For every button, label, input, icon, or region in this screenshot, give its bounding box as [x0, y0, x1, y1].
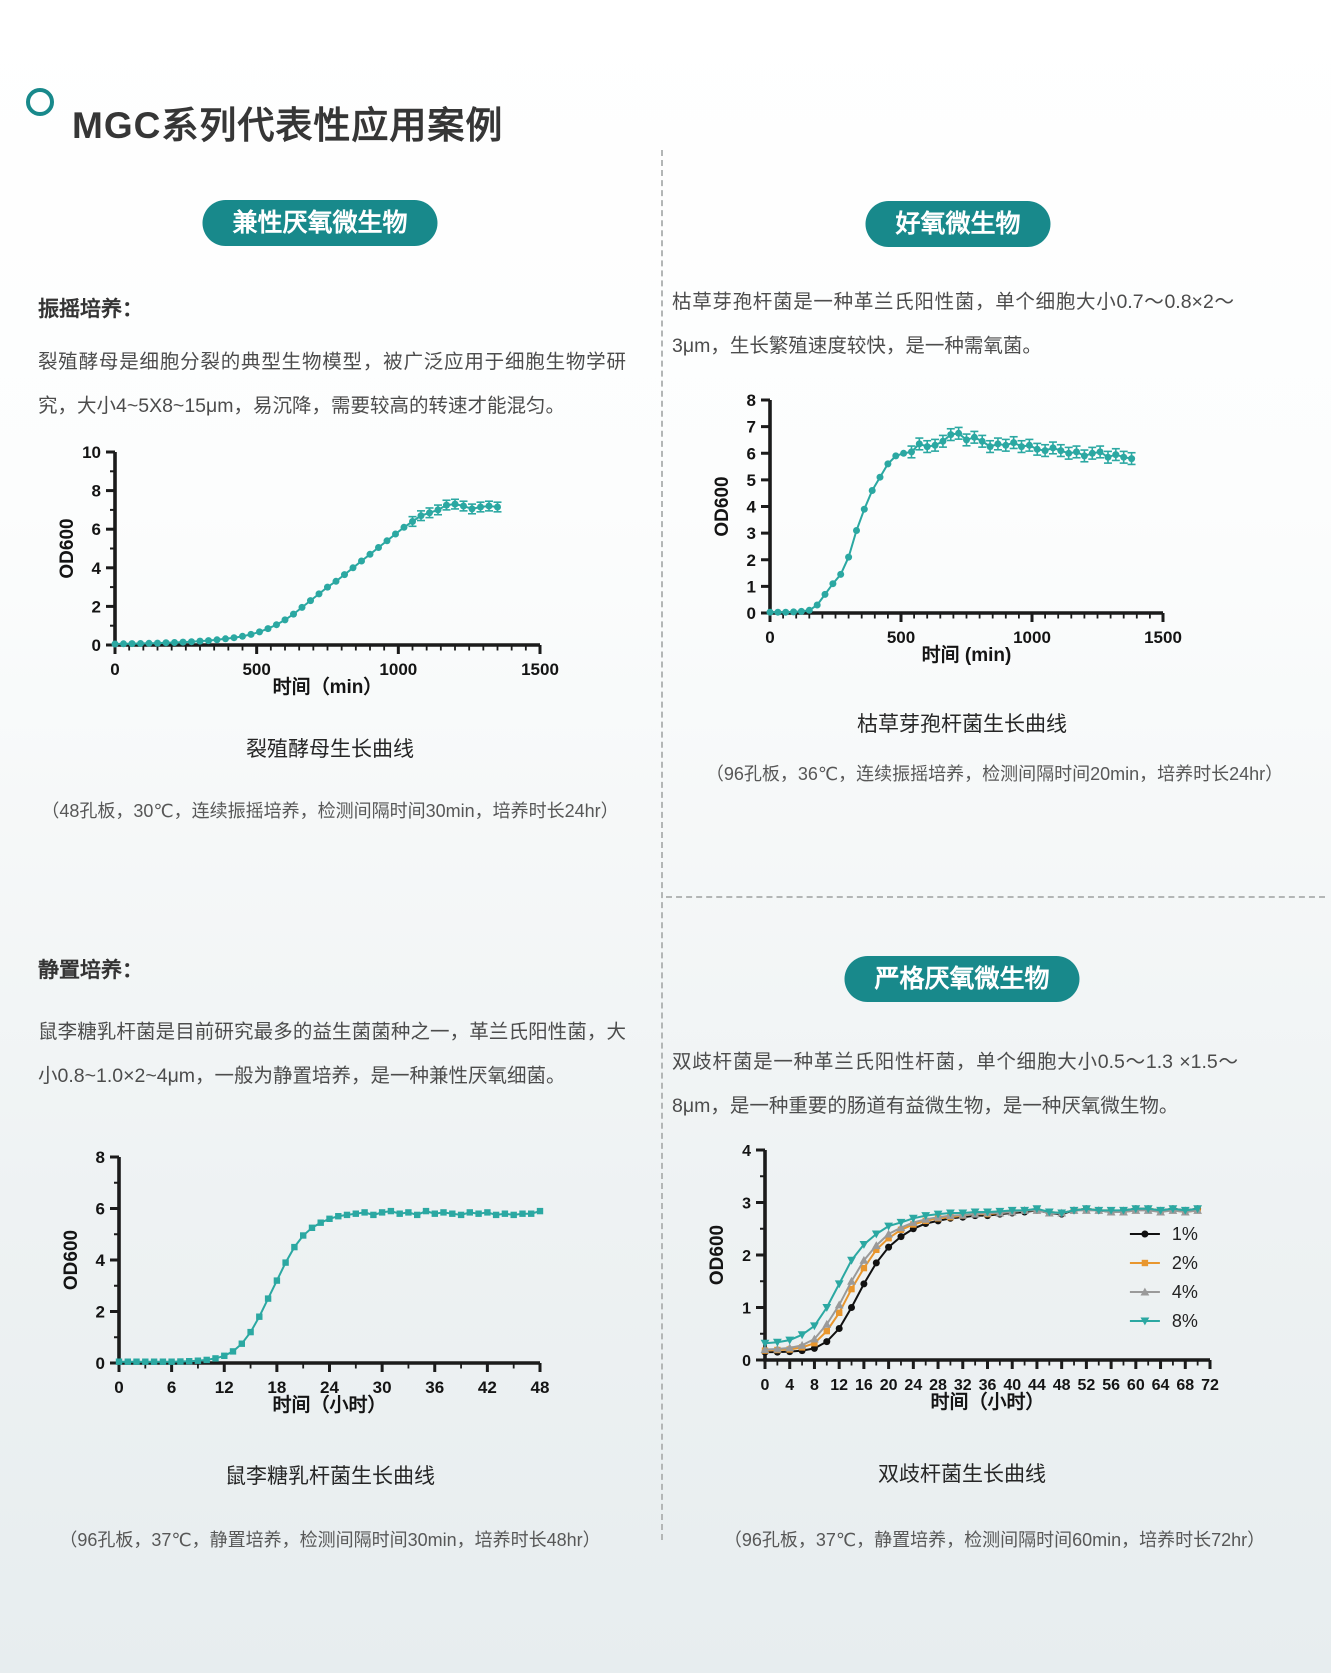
svg-text:7: 7 [747, 418, 756, 437]
svg-text:48: 48 [531, 1378, 550, 1397]
svg-text:8: 8 [96, 1148, 105, 1167]
svg-text:72: 72 [1201, 1377, 1219, 1394]
svg-text:68: 68 [1176, 1377, 1194, 1394]
svg-text:6: 6 [96, 1200, 105, 1219]
note-bifidobacterium: （96孔板，37℃，静置培养，检测间隔时间60min，培养时长72hr） [723, 1530, 1266, 1550]
svg-text:4: 4 [742, 1143, 751, 1160]
badge-strict-anaerobes: 严格厌氧微生物 [844, 956, 1080, 1002]
fission-yeast-growth-chart: 0 2 4 6 8 10 0 500 1000 1500 时间（min） OD600 [57, 443, 559, 698]
svg-text:0: 0 [742, 1353, 751, 1370]
svg-text:OD600: OD600 [707, 1225, 728, 1285]
svg-text:60: 60 [1127, 1377, 1145, 1394]
svg-text:6: 6 [167, 1378, 176, 1397]
page-title: MGC系列代表性应用案例 [72, 104, 504, 146]
svg-text:24: 24 [320, 1378, 339, 1397]
caption-bacillus-subtilis: 枯草芽孢杆菌生长曲线 [857, 713, 1067, 736]
svg-text:1%: 1% [1172, 1224, 1198, 1244]
svg-text:52: 52 [1077, 1377, 1095, 1394]
bacillus-subtilis-growth-chart: 0 1 2 3 4 5 6 7 8 0 500 1000 1500 时间 (min) OD600 [712, 391, 1182, 666]
svg-text:16: 16 [855, 1377, 873, 1394]
svg-text:8%: 8% [1172, 1311, 1198, 1331]
svg-text:12: 12 [830, 1377, 848, 1394]
svg-text:0: 0 [114, 1378, 123, 1397]
heading-shaking-culture: 振摇培养： [38, 298, 143, 321]
svg-text:0: 0 [110, 660, 119, 679]
caption-fission-yeast: 裂殖酵母生长曲线 [246, 738, 414, 761]
svg-text:2: 2 [747, 551, 756, 570]
svg-text:1: 1 [747, 577, 756, 596]
svg-text:0: 0 [765, 628, 774, 647]
svg-text:6: 6 [92, 520, 101, 539]
horizontal-dashed-divider [666, 896, 1325, 898]
caption-lactobacillus: 鼠李糖乳杆菌生长曲线 [225, 1465, 435, 1488]
svg-text:0: 0 [96, 1354, 105, 1373]
svg-text:时间（小时）: 时间（小时） [930, 1390, 1044, 1413]
svg-text:40: 40 [1003, 1377, 1021, 1394]
svg-text:8: 8 [747, 391, 756, 410]
svg-text:1500: 1500 [521, 660, 559, 679]
svg-text:0: 0 [747, 604, 756, 623]
svg-text:44: 44 [1028, 1377, 1046, 1394]
svg-text:12: 12 [215, 1378, 234, 1397]
note-fission-yeast: （48孔板，30℃，连续振摇培养，检测间隔时间30min，培养时长24hr） [41, 801, 619, 821]
svg-text:5: 5 [747, 471, 756, 490]
svg-text:时间（小时）: 时间（小时） [272, 1393, 386, 1416]
svg-text:OD600: OD600 [57, 518, 78, 578]
paragraph-fission-yeast: 裂殖酵母是细胞分裂的典型生物模型，被广泛应用于细胞生物学研究，大小4~5X8~1… [38, 350, 626, 417]
svg-text:36: 36 [979, 1377, 997, 1394]
svg-text:3: 3 [742, 1196, 751, 1213]
svg-text:3: 3 [747, 524, 756, 543]
svg-text:时间（min）: 时间（min） [273, 675, 383, 698]
svg-text:0: 0 [92, 636, 101, 655]
svg-text:OD600: OD600 [61, 1230, 82, 1290]
svg-text:OD600: OD600 [712, 476, 733, 536]
note-bacillus-subtilis: （96孔板，36℃，连续振摇培养，检测间隔时间20min，培养时长24hr） [705, 764, 1284, 784]
paragraph-bifidobacterium: 双歧杆菌是一种革兰氏阳性杆菌，单个细胞大小0.5～1.3 ×1.5～8μm，是一… [672, 1050, 1238, 1117]
badge-facultative-anaerobes: 兼性厌氧微生物 [202, 200, 438, 246]
svg-text:4: 4 [92, 559, 102, 578]
svg-text:24: 24 [904, 1377, 922, 1394]
svg-text:20: 20 [880, 1377, 898, 1394]
svg-text:4: 4 [785, 1377, 794, 1394]
vertical-dashed-divider [661, 150, 663, 1540]
svg-text:8: 8 [810, 1377, 819, 1394]
section-bullet-icon [26, 88, 54, 116]
svg-text:32: 32 [954, 1377, 972, 1394]
paragraph-bacillus-subtilis: 枯草芽孢杆菌是一种革兰氏阳性菌，单个细胞大小0.7～0.8×2～3μm，生长繁殖… [672, 290, 1234, 357]
heading-static-culture: 静置培养： [38, 959, 143, 982]
svg-text:2: 2 [96, 1303, 105, 1322]
svg-text:8: 8 [92, 482, 101, 501]
svg-text:4: 4 [96, 1251, 106, 1270]
svg-text:36: 36 [425, 1378, 444, 1397]
svg-text:500: 500 [242, 660, 270, 679]
svg-text:1000: 1000 [379, 660, 417, 679]
svg-text:1500: 1500 [1144, 628, 1182, 647]
svg-text:18: 18 [267, 1378, 286, 1397]
svg-text:56: 56 [1102, 1377, 1120, 1394]
svg-text:1: 1 [742, 1301, 751, 1318]
svg-text:2%: 2% [1172, 1253, 1198, 1273]
svg-text:4: 4 [747, 498, 757, 517]
caption-bifidobacterium: 双歧杆菌生长曲线 [878, 1463, 1046, 1486]
svg-text:6: 6 [747, 444, 756, 463]
svg-text:时间 (min): 时间 (min) [922, 644, 1012, 666]
paragraph-lactobacillus: 鼠李糖乳杆菌是目前研究最多的益生菌菌种之一，革兰氏阳性菌，大小0.8~1.0×2… [38, 1020, 626, 1087]
svg-text:500: 500 [887, 628, 915, 647]
svg-text:42: 42 [478, 1378, 497, 1397]
svg-text:2: 2 [742, 1248, 751, 1265]
badge-aerobes: 好氧微生物 [865, 201, 1051, 247]
svg-text:48: 48 [1053, 1377, 1071, 1394]
svg-text:30: 30 [373, 1378, 392, 1397]
svg-text:0: 0 [761, 1377, 770, 1394]
svg-text:1000: 1000 [1013, 628, 1051, 647]
svg-text:2: 2 [92, 597, 101, 616]
svg-text:4%: 4% [1172, 1282, 1198, 1302]
svg-text:10: 10 [82, 443, 101, 462]
svg-text:28: 28 [929, 1377, 947, 1394]
note-lactobacillus: （96孔板，37℃，静置培养，检测间隔时间30min，培养时长48hr） [59, 1530, 601, 1550]
svg-text:64: 64 [1152, 1377, 1170, 1394]
